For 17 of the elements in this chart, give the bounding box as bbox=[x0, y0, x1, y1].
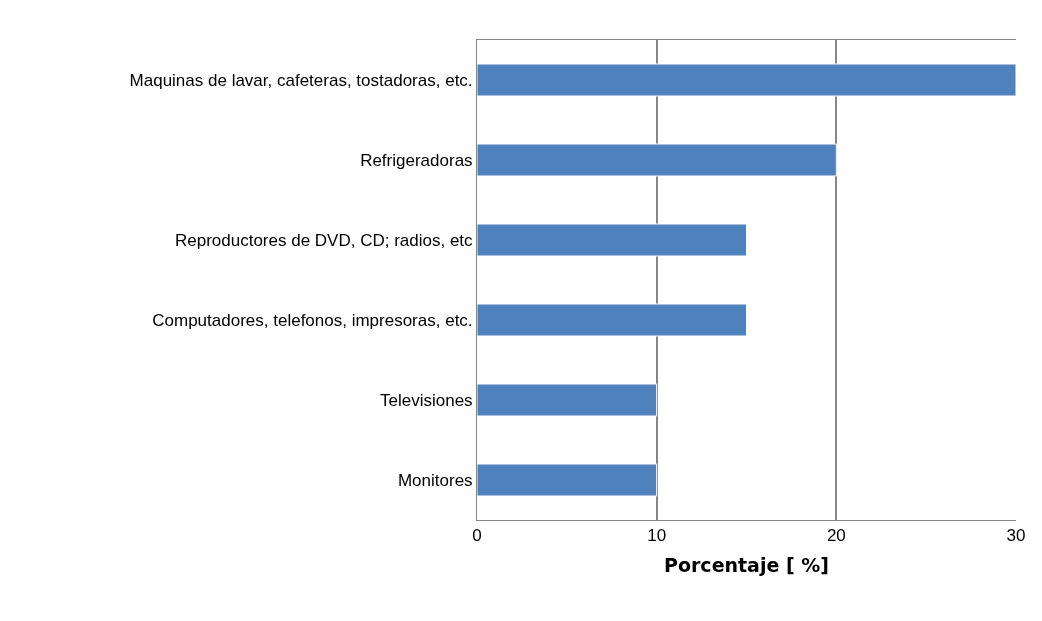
bar bbox=[477, 63, 1016, 97]
y-tick-label: Computadores, telefonos, impresoras, etc. bbox=[152, 310, 473, 330]
y-tick-label: Monitores bbox=[397, 470, 473, 490]
x-axis-title: Porcentaje [ %] bbox=[664, 554, 829, 577]
y-tick-label: Refrigeradoras bbox=[360, 150, 473, 170]
bar bbox=[477, 383, 658, 417]
y-tick-label: Maquinas de lavar, cafeteras, tostadoras, etc. bbox=[129, 70, 473, 90]
bar bbox=[477, 463, 658, 497]
bar bbox=[477, 143, 837, 177]
bar bbox=[477, 303, 747, 337]
x-tick-label: 30 bbox=[1006, 526, 1026, 546]
bar bbox=[477, 223, 747, 257]
y-tick-label: Televisiones bbox=[379, 390, 473, 410]
y-tick-label: Reproductores de DVD, CD; radios, etc bbox=[174, 230, 474, 250]
x-tick-label: 20 bbox=[826, 526, 846, 546]
x-tick-label: 10 bbox=[647, 526, 667, 546]
x-tick-label: 0 bbox=[472, 526, 482, 546]
